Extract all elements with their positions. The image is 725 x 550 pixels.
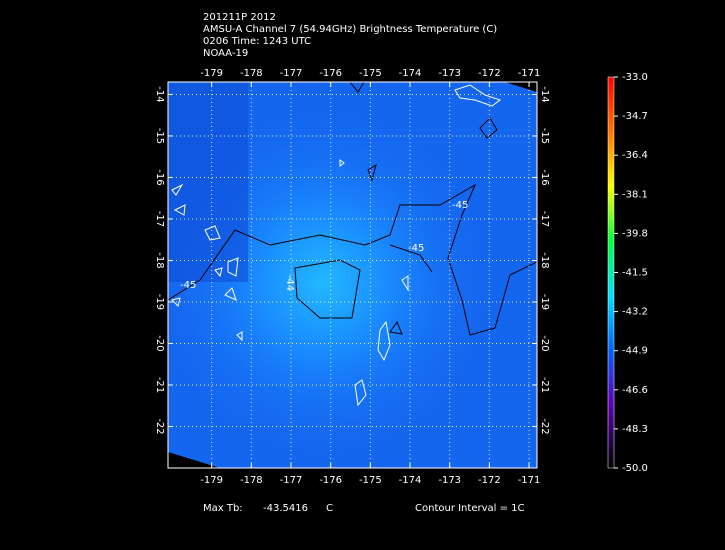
colorbar-label: -43.2 (622, 307, 648, 318)
x-tick-label: -175 (359, 475, 382, 486)
header: 201211P 2012 AMSU-A Channel 7 (54.94GHz)… (203, 12, 497, 59)
no-data (168, 452, 220, 468)
y-tick-label: -22 (539, 418, 550, 434)
x-tick-label: -178 (240, 475, 263, 486)
y-tick-label: -17 (154, 211, 165, 227)
contour (349, 82, 498, 335)
x-tick-label: -175 (359, 68, 382, 79)
y-tick-label: -21 (539, 377, 550, 393)
colorbar-label: -44.9 (622, 346, 648, 357)
y-tick-label: -15 (539, 128, 550, 144)
colorbar-label: -41.5 (622, 268, 648, 279)
x-tick-label: -177 (280, 68, 303, 79)
map-frame (167, 81, 538, 469)
x-tick-label: -171 (518, 475, 541, 486)
x-tick-label: -173 (438, 475, 461, 486)
x-tick-label: -176 (319, 68, 342, 79)
x-tick-label: -179 (200, 68, 223, 79)
contour (168, 183, 537, 336)
y-tick-label: -17 (539, 211, 550, 227)
contour-label: -45 (180, 280, 196, 291)
y-tick-label: -20 (539, 335, 550, 351)
y-tick-label: -14 (154, 86, 165, 102)
header-line: 0206 Time: 1243 UTC (203, 36, 311, 47)
header-line: NOAA-19 (203, 48, 248, 59)
colorbar-label: -46.6 (622, 385, 648, 396)
colorbar-label: -38.1 (622, 189, 648, 200)
y-tick-label: -20 (154, 335, 165, 351)
y-tick-label: -18 (539, 252, 550, 268)
header-line: AMSU-A Channel 7 (54.94GHz) Brightness T… (203, 24, 497, 35)
x-tick-label: -172 (478, 68, 501, 79)
x-tick-label: -177 (280, 475, 303, 486)
max-unit: C (326, 503, 333, 514)
y-tick-label: -19 (539, 294, 550, 310)
y-tick-label: -16 (539, 169, 550, 185)
header-line: 201211P 2012 (203, 12, 276, 23)
x-tick-label: -178 (240, 68, 263, 79)
contour-label: -45 (408, 243, 424, 254)
y-tick-label: -15 (154, 128, 165, 144)
colorbar-label: -33.0 (622, 72, 648, 83)
coastline (171, 84, 502, 407)
map-field: -45 -45 -44 -45 (168, 82, 537, 468)
x-tick-label: -172 (478, 475, 501, 486)
x-tick-label: -174 (399, 475, 422, 486)
x-tick-label: -171 (518, 68, 541, 79)
colorbar-label: -36.4 (622, 150, 648, 161)
footer: Max Tb: -43.5416 C Contour Interval = 1C (203, 503, 525, 514)
y-tick-label: -21 (154, 377, 165, 393)
colorbar-label: -50.0 (622, 463, 648, 474)
x-tick-label: -176 (319, 475, 342, 486)
y-tick-label: -22 (154, 418, 165, 434)
max-value: -43.5416 (263, 503, 308, 514)
y-tick-label: -18 (154, 252, 165, 268)
colorbar (607, 76, 615, 469)
x-tick-label: -179 (200, 475, 223, 486)
y-tick-label: -16 (154, 169, 165, 185)
x-tick-label: -173 (438, 68, 461, 79)
colorbar-label: -34.7 (622, 111, 648, 122)
colorbar-label: -48.3 (622, 424, 648, 435)
colorbar-label: -39.8 (622, 228, 648, 239)
contour-label: -44 (284, 275, 295, 291)
contour-interval: Contour Interval = 1C (415, 503, 525, 514)
y-tick-label: -19 (154, 294, 165, 310)
field-cold (168, 82, 248, 282)
y-tick-label: -14 (539, 86, 550, 102)
contour-label: -45 (452, 200, 468, 211)
contour (389, 244, 433, 273)
max-label: Max Tb: (203, 503, 243, 514)
x-tick-label: -174 (399, 68, 422, 79)
